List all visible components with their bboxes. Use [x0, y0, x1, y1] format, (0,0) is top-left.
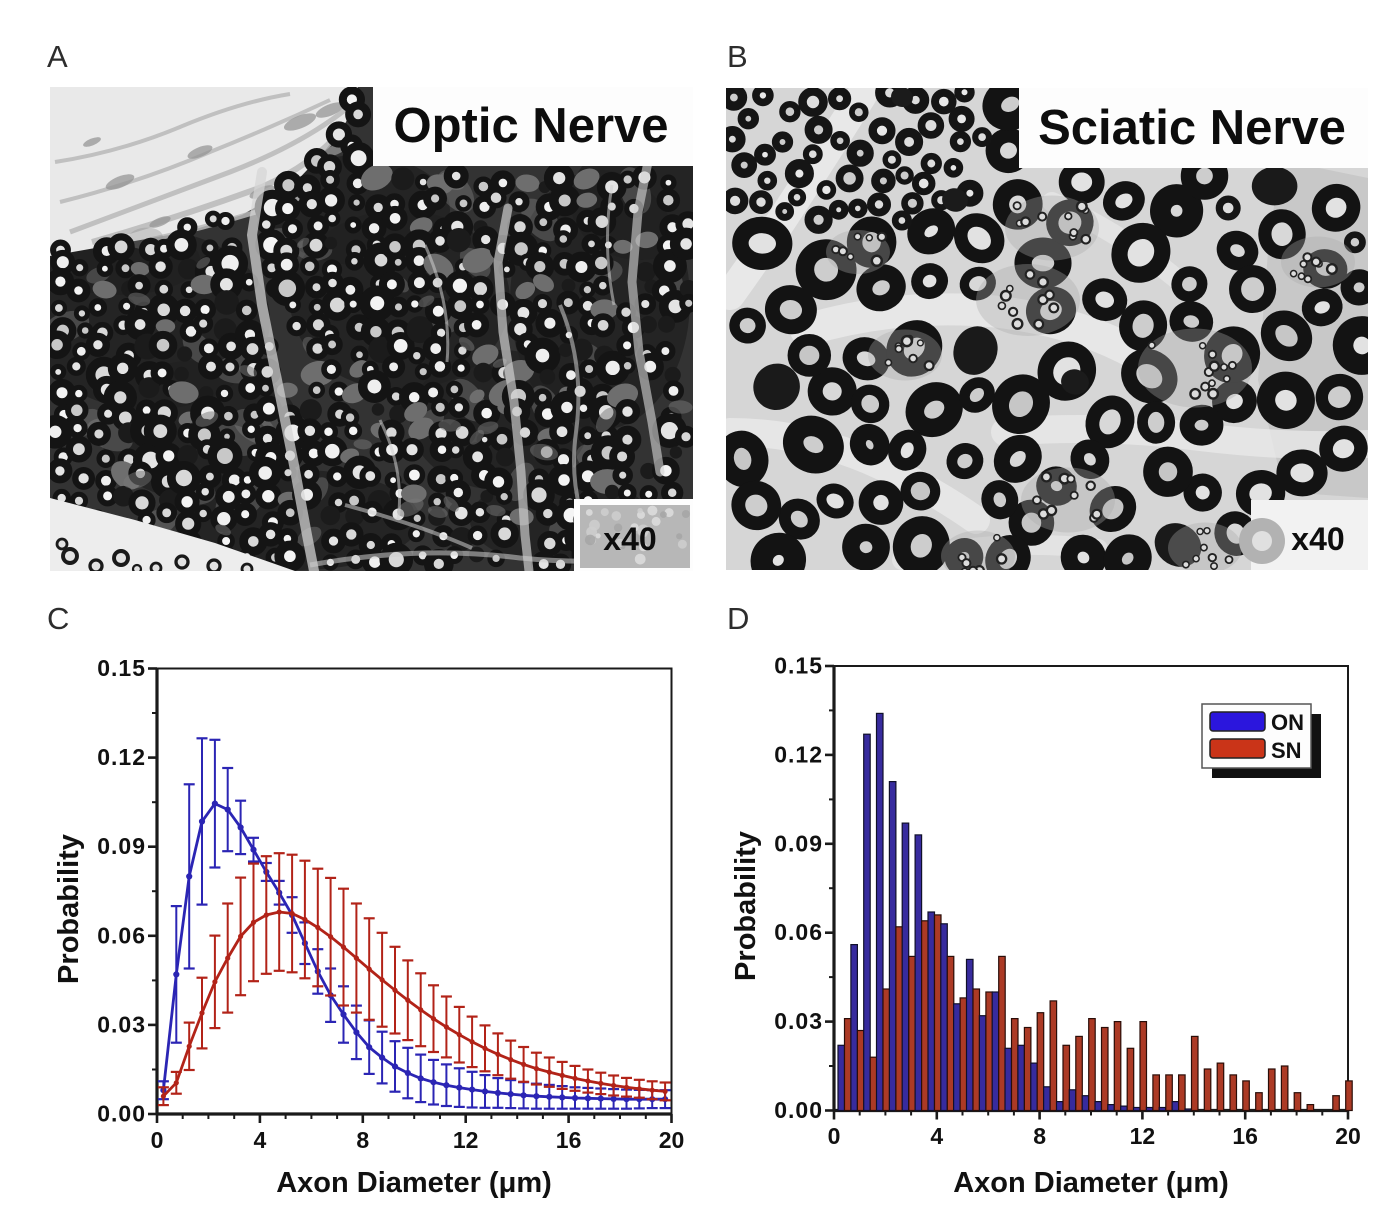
svg-text:0.15: 0.15 [774, 653, 823, 679]
svg-text:Axon Diameter (μm): Axon Diameter (μm) [953, 1167, 1229, 1199]
svg-text:Axon Diameter (μm): Axon Diameter (μm) [276, 1167, 552, 1199]
svg-text:0.03: 0.03 [774, 1008, 823, 1034]
svg-text:0.15: 0.15 [97, 655, 146, 681]
svg-text:0.09: 0.09 [97, 833, 146, 859]
svg-text:4: 4 [254, 1127, 267, 1153]
svg-text:C: C [47, 601, 69, 636]
svg-text:0.06: 0.06 [774, 919, 823, 945]
svg-text:12: 12 [453, 1127, 479, 1153]
svg-text:16: 16 [1232, 1123, 1258, 1149]
svg-text:16: 16 [556, 1127, 582, 1153]
svg-text:20: 20 [659, 1127, 685, 1153]
svg-text:12: 12 [1130, 1123, 1156, 1149]
svg-text:0.03: 0.03 [97, 1011, 146, 1037]
svg-text:ON: ON [1271, 710, 1304, 735]
svg-text:Sciatic Nerve: Sciatic Nerve [1038, 101, 1346, 155]
svg-text:SN: SN [1271, 738, 1302, 763]
svg-text:Optic Nerve: Optic Nerve [393, 99, 668, 153]
svg-text:0.00: 0.00 [97, 1101, 146, 1127]
svg-text:0.12: 0.12 [97, 744, 146, 770]
svg-text:0.09: 0.09 [774, 830, 823, 856]
svg-text:8: 8 [356, 1127, 369, 1153]
svg-text:0.12: 0.12 [774, 741, 823, 767]
svg-text:D: D [727, 601, 749, 636]
svg-text:x40: x40 [603, 521, 656, 557]
svg-text:0.00: 0.00 [774, 1097, 823, 1123]
svg-text:4: 4 [930, 1123, 943, 1149]
svg-text:Probability: Probability [730, 831, 762, 981]
svg-text:0: 0 [151, 1127, 164, 1153]
svg-text:0.06: 0.06 [97, 922, 146, 948]
svg-text:20: 20 [1335, 1123, 1361, 1149]
svg-text:0: 0 [828, 1123, 841, 1149]
svg-text:Probability: Probability [53, 834, 85, 984]
svg-text:B: B [727, 39, 748, 74]
svg-text:x40: x40 [1291, 521, 1344, 557]
svg-text:A: A [47, 39, 68, 74]
svg-text:8: 8 [1033, 1123, 1046, 1149]
